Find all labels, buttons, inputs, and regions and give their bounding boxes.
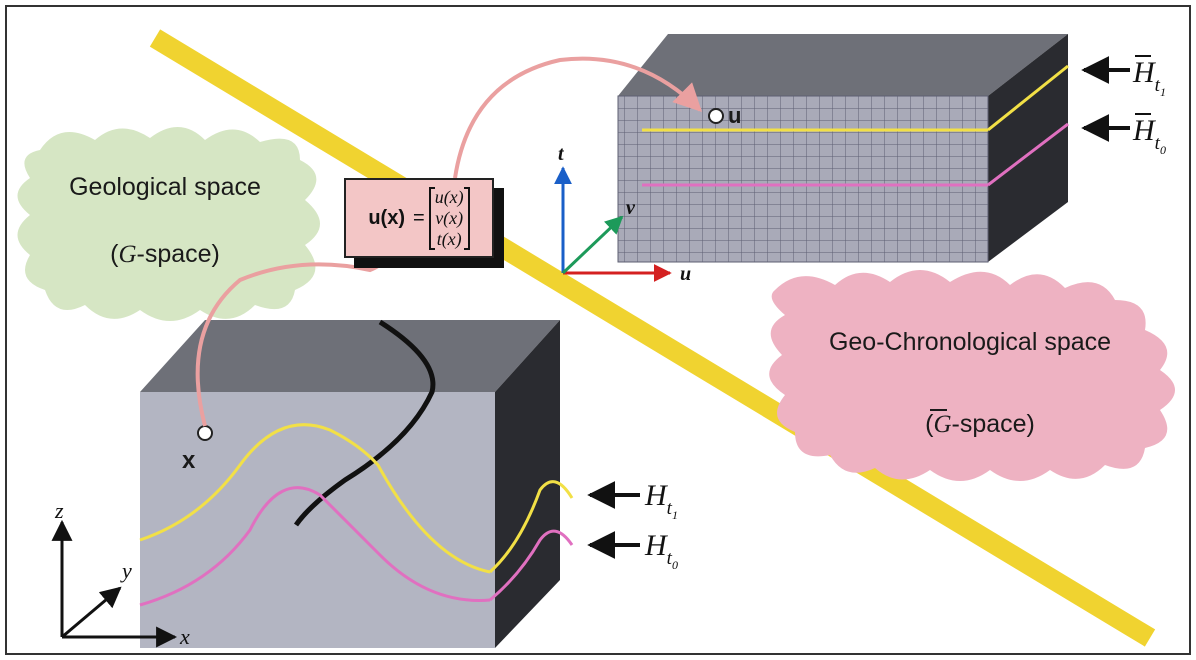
gbar-space-title: Geo-Chronological space: [829, 328, 1111, 356]
g-horizon-t1-label: Ht1: [644, 479, 678, 522]
g-axis-z-label: z: [54, 498, 64, 523]
space-divider-band: [149, 29, 1156, 647]
g-axis-y-label: y: [120, 558, 132, 583]
gbar-axis-u-label: u: [680, 263, 691, 285]
equation-lhs: u(x): [368, 206, 405, 229]
gbar-horizon-t0-label: Ht0: [1132, 114, 1166, 157]
g-axis-x-label: x: [179, 624, 190, 649]
g-box-top-face: [140, 320, 560, 392]
mapping-arrow-from-x: [195, 249, 388, 427]
point-u-label: u: [728, 103, 741, 128]
gbar-box-front-face: [617, 95, 989, 263]
gbar-space-subtitle: (G-space): [925, 410, 1035, 438]
gbar-axis-v-label: v: [626, 197, 636, 219]
gbar-horizon-t1-label: Ht1: [1132, 56, 1166, 99]
gbar-box-side-face: [988, 34, 1068, 262]
g-horizon-t0: [139, 486, 491, 607]
g-space-blob: [17, 126, 320, 322]
g-horizon-t1: [139, 423, 491, 574]
mapping-equation-box: u(x) = u(x) v(x) t(x): [344, 178, 494, 258]
g-space-subtitle: (G-space): [110, 240, 220, 268]
g-horizon-t1-side: [488, 480, 574, 574]
gbar-axis-v: [561, 215, 624, 275]
g-axis-y: [61, 586, 122, 639]
g-box-side-face: [495, 320, 560, 648]
g-horizon-t0-label: Ht0: [644, 529, 678, 572]
gbar-space-blob: [769, 270, 1175, 481]
equation-equals: =: [413, 206, 425, 229]
equation-component-t: t(x): [436, 228, 462, 249]
g-space-title: Geological space: [69, 173, 261, 201]
gbar-horizon-t0-side: [987, 122, 1069, 187]
gbar-axis-t-label: t: [558, 143, 565, 165]
equation-component-u: u(x): [434, 186, 464, 207]
fault-line: [293, 319, 436, 527]
point-u-marker: [708, 108, 724, 124]
point-x-label: x: [182, 447, 196, 474]
gbar-box-top-face: [618, 34, 1068, 96]
g-box-front-face: [140, 392, 495, 648]
equation-component-v: v(x): [435, 207, 464, 228]
gbar-horizon-t1-side: [987, 64, 1069, 132]
point-x-marker: [197, 425, 213, 441]
mapping-arrow-to-u: [453, 56, 702, 179]
equation-vector: u(x) v(x) t(x): [428, 186, 470, 250]
g-horizon-t0-side: [489, 529, 574, 602]
